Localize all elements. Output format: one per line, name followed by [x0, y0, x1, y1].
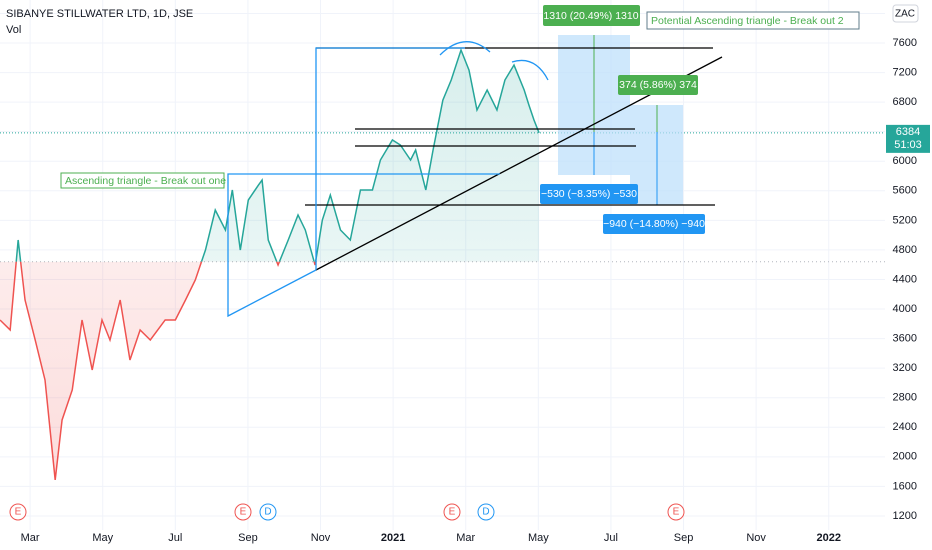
label-box: [540, 184, 638, 204]
last-price: 6384: [896, 126, 920, 138]
price-line: [15, 47, 540, 262]
x-tick-label: Mar: [21, 532, 40, 544]
events: E E D E D E: [9, 503, 685, 521]
measure-label: −940 (−14.80%) −940: [603, 218, 705, 230]
y-tick-label: 7200: [893, 66, 917, 78]
event[interactable]: D: [482, 507, 489, 518]
y-tick-label: 2000: [893, 451, 917, 463]
x-tick-label: Mar: [456, 532, 475, 544]
label-box: [543, 5, 640, 26]
y-tick-label: 6000: [893, 155, 917, 167]
x-tick-label: Nov: [311, 532, 331, 544]
area-below: [0, 261, 316, 480]
triangle: [227, 173, 500, 318]
currency: ZAC: [895, 9, 915, 20]
x-tick-label: 2022: [816, 532, 840, 544]
y-tick-label: 4800: [893, 244, 917, 256]
y-tick-label: 6800: [893, 96, 917, 108]
event[interactable]: E: [15, 507, 22, 518]
x-tick-label: Sep: [674, 532, 694, 544]
note-box: [646, 11, 860, 30]
measure-label: 374 (5.86%) 374: [619, 79, 697, 91]
x-tick-label: May: [92, 532, 113, 544]
label-box: [618, 75, 698, 95]
measure-label: 1310 (20.49%) 1310: [543, 10, 638, 22]
y-tick-label: 5200: [893, 214, 917, 226]
y-tick-label: 3200: [893, 362, 917, 374]
y-tick-label: 7600: [893, 37, 917, 49]
currency-button[interactable]: [892, 4, 919, 23]
triangle: [315, 47, 465, 270]
event[interactable]: E: [240, 507, 247, 518]
price-line: [0, 261, 317, 481]
volume-label: Vol: [6, 24, 21, 36]
x-tick-label: Nov: [746, 532, 766, 544]
measure-label: −530 (−8.35%) −530: [541, 188, 637, 200]
event[interactable]: E: [673, 507, 680, 518]
last-price-tag: [886, 124, 930, 153]
x-tick-label: May: [528, 532, 549, 544]
y-tick-label: 4400: [893, 273, 917, 285]
area-above: [0, 50, 540, 262]
event[interactable]: E: [449, 507, 456, 518]
x-tick-label: Sep: [238, 532, 258, 544]
y-tick-label: 2800: [893, 392, 917, 404]
x-tick-label: 2021: [381, 532, 405, 544]
event[interactable]: D: [264, 507, 271, 518]
title: SIBANYE STILLWATER LTD, 1D, JSE: [6, 8, 193, 20]
note-box: [60, 172, 225, 189]
x-tick-label: Jul: [168, 532, 182, 544]
y-tick-label: 3600: [893, 333, 917, 345]
label-box: [603, 214, 705, 234]
note: Potential Ascending triangle - Break out…: [651, 15, 844, 27]
countdown: 51:03: [894, 139, 922, 151]
x-tick-label: Jul: [604, 532, 618, 544]
y-tick-label: 1200: [893, 510, 917, 522]
y-tick-label: 4000: [893, 303, 917, 315]
note: Ascending triangle - Break out one: [65, 175, 226, 187]
y-tick-label: 1600: [893, 480, 917, 492]
arc: [439, 41, 549, 81]
drawings: [60, 5, 860, 318]
y-tick-label: 2400: [893, 421, 917, 433]
y-tick-label: 5600: [893, 185, 917, 197]
